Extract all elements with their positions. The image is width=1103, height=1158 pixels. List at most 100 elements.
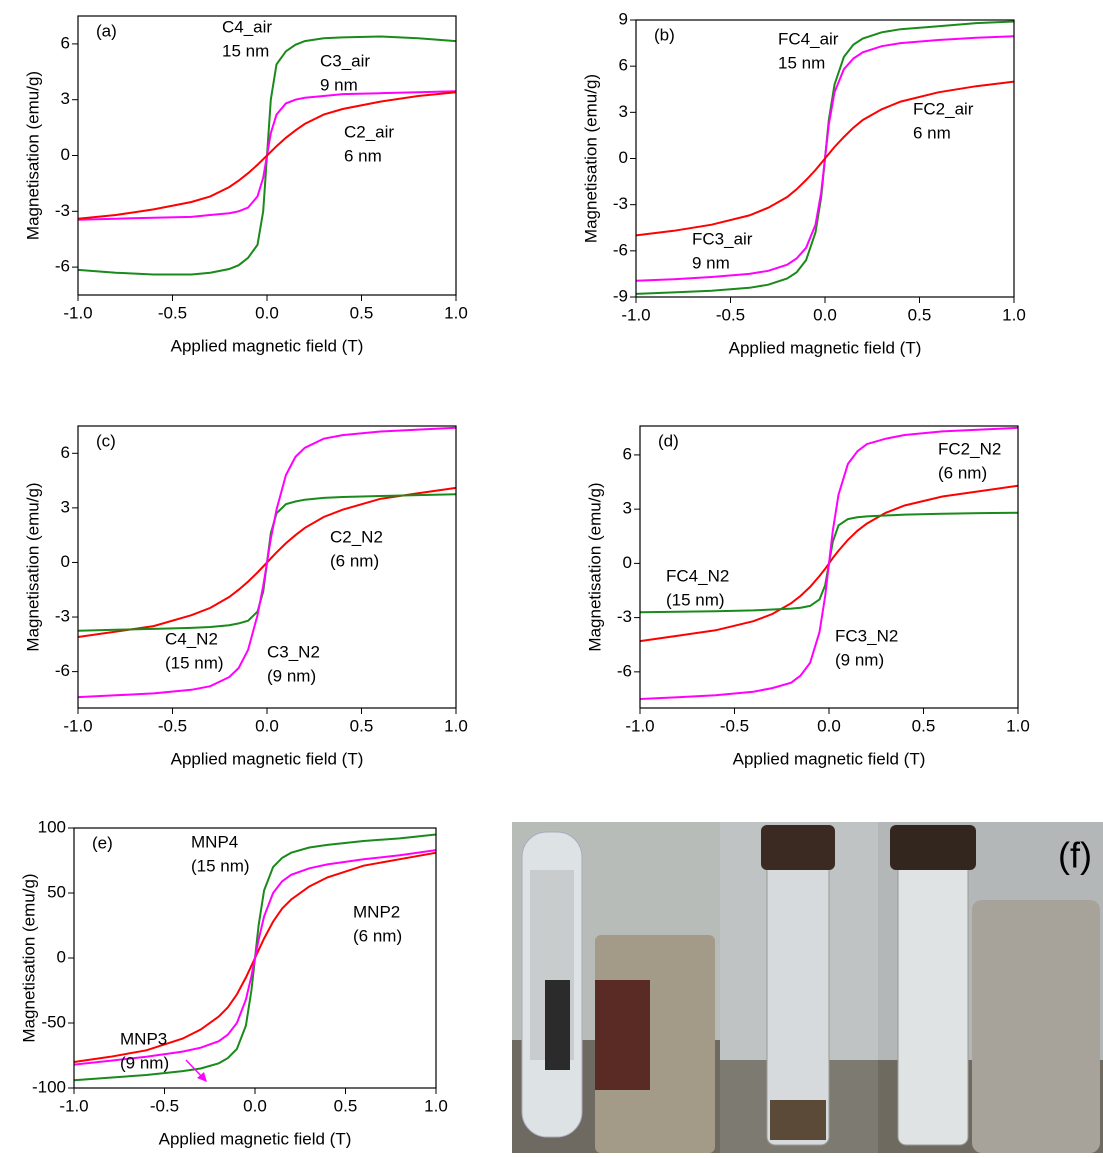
y-tick-label: 6 xyxy=(623,444,632,463)
x-tick-label: -1.0 xyxy=(621,305,650,324)
x-tick-label: -0.5 xyxy=(158,716,187,735)
panel-label: (e) xyxy=(92,833,113,852)
y-tick-label: 0 xyxy=(61,552,70,571)
y-axis-label: Magnetisation (emu/g) xyxy=(585,482,604,651)
y-tick-label: 6 xyxy=(619,56,628,75)
x-tick-label: 0.5 xyxy=(334,1096,358,1115)
plot-area xyxy=(74,833,436,1082)
series-label: FC3_N2 xyxy=(835,626,898,645)
x-tick-label: 0.0 xyxy=(243,1096,267,1115)
y-tick-label: -6 xyxy=(55,661,70,680)
series-label: C4_N2 xyxy=(165,629,218,648)
x-tick-label: 1.0 xyxy=(424,1096,448,1115)
series-size-label: (6 nm) xyxy=(938,463,987,482)
particles xyxy=(545,980,570,1070)
magnet xyxy=(972,900,1100,1153)
y-axis-label: Magnetisation (emu/g) xyxy=(19,873,38,1042)
y-tick-label: 0 xyxy=(57,947,66,966)
data-line xyxy=(78,91,456,220)
chart-panel: -1.0 -0.5 0.0 0.5 1.0 -6 -3 0 3 6 Applied magnetic… xyxy=(23,15,468,355)
x-tick-label: 0.0 xyxy=(255,716,279,735)
y-tick-label: -9 xyxy=(613,286,628,305)
x-axis-label: Applied magnetic field (T) xyxy=(733,749,926,768)
chart-panel: -1.0 -0.5 0.0 0.5 1.0 -6 -3 0 3 6 Applied magnetic… xyxy=(23,425,468,768)
series-size-label: 9 nm xyxy=(692,253,730,272)
series-size-label: 15 nm xyxy=(222,41,269,60)
x-tick-label: 0.0 xyxy=(817,716,841,735)
series-label: MNP3 xyxy=(120,1029,167,1048)
vial-cap xyxy=(761,825,835,870)
plot-area xyxy=(636,20,1014,295)
chart-panel: -1.0 -0.5 0.0 0.5 1.0 -6 -3 0 3 6 Applied magnetic… xyxy=(585,425,1030,768)
y-tick-label: 0 xyxy=(623,553,632,572)
y-tick-label: 0 xyxy=(61,145,70,164)
x-tick-label: -1.0 xyxy=(625,716,654,735)
panel-label: (a) xyxy=(96,21,117,40)
y-tick-label: 6 xyxy=(61,443,70,462)
x-tick-label: 1.0 xyxy=(1006,716,1030,735)
chart-panel: -1.0 -0.5 0.0 0.5 1.0 -9 -6 -3 0 3 6 9 Applied magne… xyxy=(581,9,1025,357)
x-tick-label: -1.0 xyxy=(59,1096,88,1115)
y-tick-label: 0 xyxy=(619,148,628,167)
x-tick-label: -0.5 xyxy=(150,1096,179,1115)
series-label: MNP4 xyxy=(191,832,238,851)
chart-panel: -1.0 -0.5 0.0 0.5 1.0 -100 -50 0 50 100 Applied ma… xyxy=(19,817,447,1148)
series-label: MNP2 xyxy=(353,902,400,921)
y-axis-label: Magnetisation (emu/g) xyxy=(23,71,42,240)
arrow-head xyxy=(197,1072,207,1082)
series-label: C4_air xyxy=(222,17,272,36)
y-tick-label: -100 xyxy=(32,1077,66,1096)
series-size-label: 9 nm xyxy=(320,75,358,94)
y-tick-label: 3 xyxy=(619,102,628,121)
y-tick-label: -6 xyxy=(55,257,70,276)
x-tick-label: -0.5 xyxy=(720,716,749,735)
x-tick-label: 1.0 xyxy=(444,303,468,322)
x-tick-label: -0.5 xyxy=(716,305,745,324)
series-size-label: (9 nm) xyxy=(835,650,884,669)
y-tick-label: -6 xyxy=(617,661,632,680)
panel-label: (c) xyxy=(96,431,116,450)
series-size-label: 6 nm xyxy=(913,123,951,142)
panel-label: (d) xyxy=(658,431,679,450)
x-tick-label: 1.0 xyxy=(1002,305,1026,324)
panel-label: (b) xyxy=(654,25,675,44)
y-tick-label: 6 xyxy=(61,33,70,52)
x-axis-label: Applied magnetic field (T) xyxy=(171,336,364,355)
series-size-label: (9 nm) xyxy=(120,1053,169,1072)
y-tick-label: -50 xyxy=(41,1012,66,1031)
y-tick-label: -3 xyxy=(55,607,70,626)
series-size-label: (6 nm) xyxy=(330,551,379,570)
x-tick-label: 0.0 xyxy=(813,305,837,324)
photo-panel: (f) xyxy=(512,822,1103,1153)
y-tick-label: 50 xyxy=(47,882,66,901)
x-tick-label: -0.5 xyxy=(158,303,187,322)
x-tick-label: 1.0 xyxy=(444,716,468,735)
series-size-label: (15 nm) xyxy=(666,590,725,609)
x-axis-label: Applied magnetic field (T) xyxy=(171,749,364,768)
data-line xyxy=(640,426,1018,700)
vial-cap xyxy=(890,825,976,870)
series-size-label: 15 nm xyxy=(778,53,825,72)
data-line xyxy=(636,80,1014,237)
series-size-label: (15 nm) xyxy=(165,653,224,672)
x-tick-label: 0.5 xyxy=(350,303,374,322)
x-tick-label: -1.0 xyxy=(63,716,92,735)
y-tick-label: -3 xyxy=(55,201,70,220)
y-tick-label: 3 xyxy=(61,497,70,516)
x-tick-label: 0.5 xyxy=(350,716,374,735)
x-tick-label: -1.0 xyxy=(63,303,92,322)
series-label: FC2_air xyxy=(913,99,974,118)
plot-area xyxy=(78,35,456,276)
series-label: C2_air xyxy=(344,122,394,141)
particles xyxy=(770,1100,826,1140)
series-label: FC4_N2 xyxy=(666,566,729,585)
x-tick-label: 0.0 xyxy=(255,303,279,322)
magnet-tape xyxy=(595,980,650,1090)
series-size-label: (15 nm) xyxy=(191,856,250,875)
y-tick-label: 3 xyxy=(61,89,70,108)
plot-area xyxy=(640,426,1018,700)
x-tick-label: 0.5 xyxy=(908,305,932,324)
y-tick-label: 3 xyxy=(623,499,632,518)
x-axis-label: Applied magnetic field (T) xyxy=(159,1129,352,1148)
